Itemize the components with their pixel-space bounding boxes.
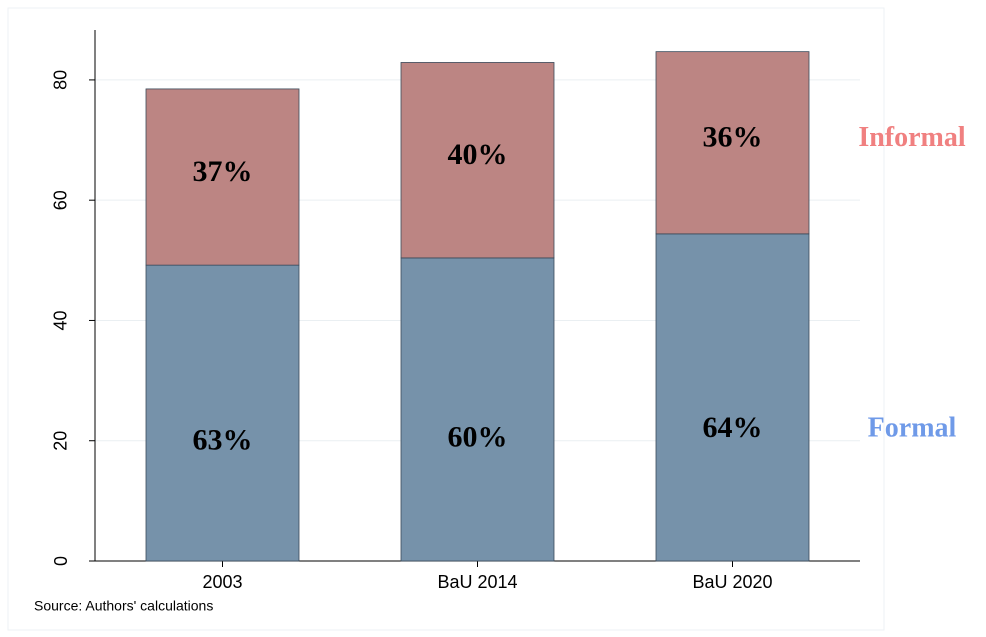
share-label: 37%: [193, 155, 253, 188]
series-label: Informal: [858, 122, 966, 153]
y-tick-label: 40: [51, 310, 71, 330]
y-tick-label: 20: [51, 431, 71, 451]
y-tick-label: 0: [51, 556, 71, 566]
x-tick-label: BaU 2014: [437, 572, 517, 592]
bar-segment: [655, 51, 810, 235]
bar-segment: [145, 88, 300, 266]
share-label: 63%: [193, 424, 253, 457]
series-label: Formal: [868, 413, 957, 444]
bar-segment: [145, 264, 300, 562]
bar-segment: [655, 233, 810, 562]
y-tick-label: 60: [51, 190, 71, 210]
y-tick-label: 80: [51, 70, 71, 90]
source-note: Source: Authors' calculations: [34, 598, 213, 614]
bar-segment: [400, 62, 555, 259]
x-tick-label: BaU 2020: [692, 572, 772, 592]
share-label: 64%: [703, 411, 763, 444]
share-label: 60%: [448, 421, 508, 454]
bar-segment: [400, 257, 555, 562]
share-label: 36%: [703, 121, 763, 154]
share-label: 40%: [448, 138, 508, 171]
x-tick-label: 2003: [202, 572, 242, 592]
